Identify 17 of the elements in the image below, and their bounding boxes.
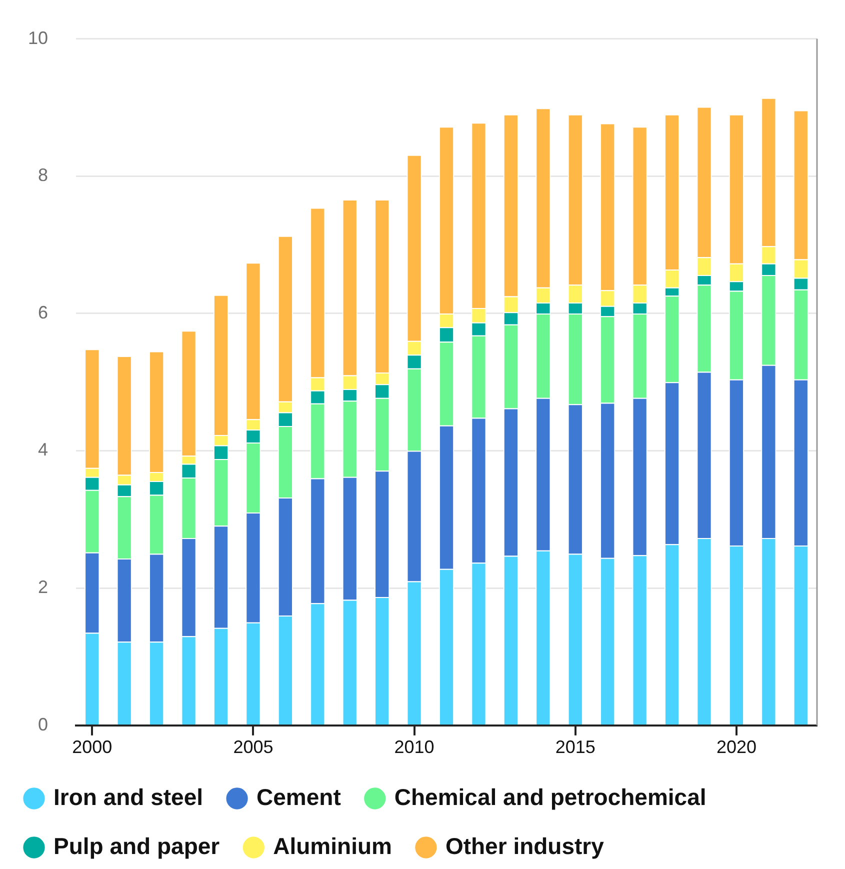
x-tick-label: 2010 (394, 737, 434, 758)
y-tick-label: 4 (38, 440, 48, 460)
x-tick-label: 2015 (555, 737, 596, 758)
y-tick-label: 6 (38, 302, 48, 322)
y-tick-label: 0 (38, 714, 48, 734)
legend-label: Other industry (445, 832, 604, 859)
y-tick-label: 10 (28, 28, 48, 48)
legend-label: Iron and steel (54, 784, 204, 810)
legend-label: Chemical and petrochemical (394, 784, 706, 810)
y-tick-label: 2 (38, 577, 48, 598)
legend-label: Cement (256, 784, 342, 810)
legend-label: Aluminium (273, 832, 392, 859)
x-tick-label: 2020 (716, 737, 756, 758)
x-tick-label: 2005 (233, 737, 274, 758)
legend-label: Pulp and paper (54, 832, 220, 859)
y-tick-label: 8 (38, 165, 48, 186)
x-tick-label: 2000 (72, 737, 112, 758)
